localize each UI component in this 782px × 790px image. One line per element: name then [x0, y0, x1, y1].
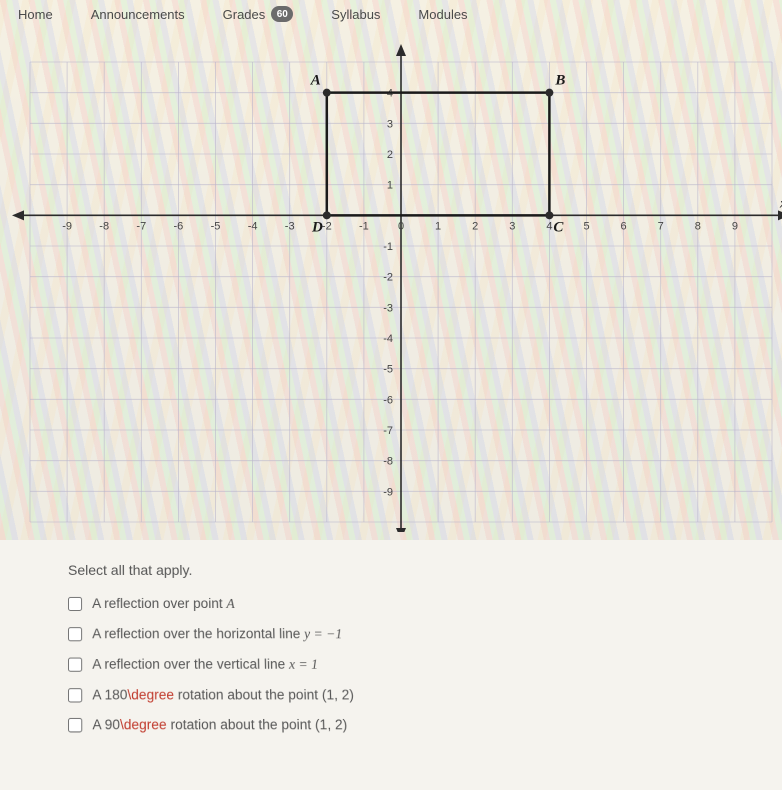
option-row[interactable]: A reflection over the horizontal line y …	[68, 626, 782, 642]
svg-text:B: B	[554, 73, 565, 89]
option-text: A reflection over the horizontal line y …	[92, 626, 342, 642]
nav-modules[interactable]: Modules	[418, 7, 467, 22]
svg-text:-9: -9	[383, 486, 393, 498]
option-checkbox[interactable]	[68, 717, 82, 731]
option-checkbox[interactable]	[68, 627, 82, 641]
nav-announcements[interactable]: Announcements	[91, 7, 185, 22]
svg-text:-2: -2	[383, 272, 393, 284]
svg-text:D: D	[311, 219, 323, 235]
latex-keyword: \degree	[127, 687, 174, 702]
svg-text:-5: -5	[383, 364, 393, 376]
svg-text:-8: -8	[383, 456, 393, 468]
nav-grades[interactable]: Grades 60	[223, 6, 294, 22]
svg-text:-2: -2	[322, 220, 332, 232]
svg-text:3: 3	[387, 118, 393, 130]
svg-text:-7: -7	[136, 220, 146, 232]
nav-syllabus[interactable]: Syllabus	[331, 7, 380, 22]
svg-text:C: C	[553, 219, 564, 235]
coordinate-grid: x-9-8-7-6-5-4-3-2-101234567891234-1-2-3-…	[0, 32, 782, 532]
math-expression: y = −1	[304, 626, 342, 641]
nav-modules-label: Modules	[418, 7, 467, 22]
nav-announcements-label: Announcements	[91, 7, 185, 22]
option-text: A 90\degree rotation about the point (1,…	[92, 717, 347, 732]
svg-text:-7: -7	[383, 425, 393, 437]
svg-text:1: 1	[387, 180, 393, 192]
math-expression: x = 1	[289, 657, 318, 672]
option-checkbox[interactable]	[68, 597, 82, 611]
question-prompt: Select all that apply.	[68, 562, 782, 578]
svg-text:1: 1	[435, 220, 441, 232]
svg-text:-3: -3	[383, 302, 393, 314]
svg-text:9: 9	[732, 220, 738, 232]
svg-text:8: 8	[695, 220, 701, 232]
svg-text:4: 4	[546, 220, 552, 232]
latex-keyword: \degree	[120, 717, 167, 732]
option-checkbox[interactable]	[68, 658, 82, 672]
option-text: A 180\degree rotation about the point (1…	[92, 687, 354, 702]
nav-grades-label: Grades	[223, 7, 266, 22]
svg-text:3: 3	[509, 220, 515, 232]
svg-text:A: A	[310, 73, 321, 89]
option-row[interactable]: A 90\degree rotation about the point (1,…	[68, 717, 782, 732]
option-row[interactable]: A 180\degree rotation about the point (1…	[68, 687, 782, 702]
svg-text:-1: -1	[383, 241, 393, 253]
nav-syllabus-label: Syllabus	[331, 7, 380, 22]
course-nav: Home Announcements Grades 60 Syllabus Mo…	[0, 0, 782, 32]
svg-text:-8: -8	[99, 220, 109, 232]
svg-text:-4: -4	[383, 333, 393, 345]
question-block: Select all that apply. A reflection over…	[68, 562, 782, 732]
option-row[interactable]: A reflection over the vertical line x = …	[68, 657, 782, 673]
option-text: A reflection over the vertical line x = …	[92, 657, 318, 673]
option-checkbox[interactable]	[68, 688, 82, 702]
svg-text:-6: -6	[383, 394, 393, 406]
svg-text:6: 6	[621, 220, 627, 232]
math-expression: A	[226, 596, 235, 611]
svg-text:-3: -3	[285, 220, 295, 232]
nav-home[interactable]: Home	[18, 7, 53, 22]
option-row[interactable]: A reflection over point A	[68, 596, 782, 612]
svg-text:7: 7	[658, 220, 664, 232]
svg-text:-5: -5	[211, 220, 221, 232]
svg-text:-1: -1	[359, 220, 369, 232]
grid-svg: x-9-8-7-6-5-4-3-2-101234567891234-1-2-3-…	[0, 32, 782, 532]
svg-text:2: 2	[472, 220, 478, 232]
svg-text:0: 0	[398, 220, 404, 232]
svg-text:-9: -9	[62, 220, 72, 232]
svg-text:-6: -6	[174, 220, 184, 232]
svg-text:2: 2	[387, 149, 393, 161]
option-text: A reflection over point A	[92, 596, 235, 612]
options-list: A reflection over point A A reflection ov…	[68, 596, 782, 732]
grades-badge: 60	[271, 6, 293, 22]
nav-home-label: Home	[18, 7, 53, 22]
svg-text:5: 5	[583, 220, 589, 232]
svg-text:-4: -4	[248, 220, 258, 232]
